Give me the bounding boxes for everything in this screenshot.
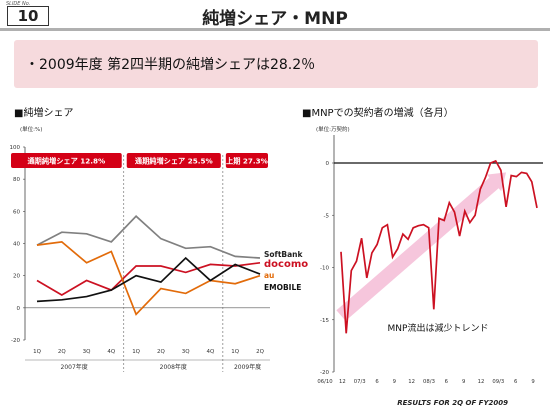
left-y-tick-label: 100 bbox=[10, 145, 21, 151]
left-x-tick-label: 2Q bbox=[256, 349, 264, 355]
slide-number-label: SLIDE No. bbox=[6, 1, 31, 7]
left-y-tick-label: -20 bbox=[11, 338, 20, 344]
left-x-tick-label: 3Q bbox=[83, 349, 91, 355]
right-x-tick-label: 9 bbox=[462, 379, 465, 385]
left-x-tick-label: 1Q bbox=[132, 349, 140, 355]
right-y-tick-label: -20 bbox=[320, 370, 329, 376]
left-x-tick-label: 1Q bbox=[231, 349, 239, 355]
left-x-tick-label: 3Q bbox=[182, 349, 190, 355]
left-x-tick-label: 4Q bbox=[207, 349, 215, 355]
left-x-tick-label: 2Q bbox=[58, 349, 66, 355]
title-divider bbox=[0, 28, 550, 31]
left-chart-unit: (単位:%) bbox=[20, 127, 43, 133]
right-x-tick-label: 6 bbox=[445, 379, 449, 385]
right-x-tick-label: 6 bbox=[514, 379, 518, 385]
trend-arrow bbox=[336, 172, 507, 321]
right-y-tick-label: -15 bbox=[320, 318, 329, 324]
left-x-tick-label: 2Q bbox=[157, 349, 165, 355]
fiscal-year-label: 2008年度 bbox=[160, 363, 187, 371]
right-chart-title: ■MNPでの契約者の増減（各月） bbox=[302, 108, 454, 119]
left-y-tick-label: 20 bbox=[13, 274, 20, 280]
series-line-au bbox=[36, 241, 261, 316]
legend-softbank: SoftBank bbox=[264, 250, 304, 259]
legend-au: au bbox=[264, 271, 274, 280]
series-line-softbank bbox=[36, 215, 261, 259]
right-x-tick-label: 6 bbox=[375, 379, 379, 385]
share-callout-label: 通期純増シェア 12.8% bbox=[27, 157, 105, 166]
right-x-tick-label: 12 bbox=[339, 379, 346, 385]
right-x-tick-label: 12 bbox=[408, 379, 415, 385]
right-x-tick-label: 09/3 bbox=[492, 379, 504, 385]
share-callout-box bbox=[11, 153, 122, 168]
legend-docomo: docomo bbox=[264, 259, 308, 270]
right-y-tick-label: -10 bbox=[320, 266, 329, 272]
left-y-tick-label: 0 bbox=[17, 306, 21, 312]
slide-title: 純増シェア・MNP bbox=[202, 9, 348, 29]
footer-text: RESULTS FOR 2Q OF FY2009 bbox=[397, 399, 508, 407]
right-y-tick-label: 0 bbox=[326, 161, 330, 167]
legend-emobile: EMOBILE bbox=[264, 283, 301, 292]
left-x-tick-label: 1Q bbox=[33, 349, 41, 355]
right-x-tick-label: 9 bbox=[393, 379, 396, 385]
right-x-tick-label: 06/10 bbox=[317, 379, 333, 385]
left-y-tick-label: 80 bbox=[13, 177, 20, 183]
left-y-tick-label: 60 bbox=[13, 209, 20, 215]
series-line-emobile bbox=[36, 256, 261, 303]
share-callout-box bbox=[225, 153, 268, 168]
mnp-annotation: MNP流出は減少トレンド bbox=[388, 322, 489, 334]
share-callout-label: 上期 27.3% bbox=[226, 157, 268, 166]
right-chart-unit: (単位:万契約) bbox=[316, 127, 350, 133]
mnp-series-line bbox=[340, 159, 538, 334]
left-chart-title: ■純増シェア bbox=[14, 108, 74, 119]
fiscal-year-label: 2009年度 bbox=[234, 363, 261, 371]
right-x-tick-label: 08/3 bbox=[423, 379, 435, 385]
right-x-tick-label: 9 bbox=[531, 379, 534, 385]
right-y-tick-label: -5 bbox=[324, 213, 330, 219]
highlight-text: ・2009年度 第2四半期の純増シェアは28.2％ bbox=[25, 57, 316, 73]
right-x-tick-label: 12 bbox=[478, 379, 485, 385]
left-y-tick-label: 40 bbox=[13, 242, 20, 248]
share-callout-label: 通期純増シェア 25.5% bbox=[135, 157, 213, 166]
left-x-tick-label: 4Q bbox=[107, 349, 115, 355]
fiscal-year-label: 2007年度 bbox=[61, 363, 88, 371]
slide-number: 10 bbox=[7, 6, 49, 26]
highlight-box bbox=[14, 40, 538, 88]
right-x-tick-label: 07/3 bbox=[354, 379, 366, 385]
share-callout-box bbox=[126, 153, 221, 168]
series-line-docomo bbox=[36, 261, 261, 296]
